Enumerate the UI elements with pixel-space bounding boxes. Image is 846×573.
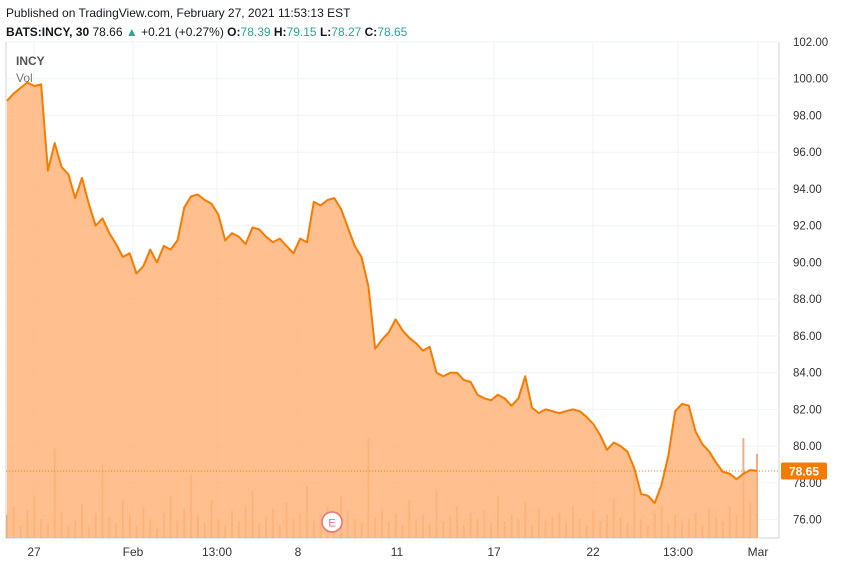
x-tick-label-5: 17	[487, 545, 501, 559]
x-tick-label-7: 13:00	[663, 545, 693, 559]
y-tick-label-7: 90.00	[793, 257, 822, 269]
y-tick-label-5: 86.00	[793, 331, 822, 343]
last-price-badge: 78.65	[781, 462, 827, 480]
y-tick-label-10: 96.00	[793, 147, 822, 159]
ohlc-line: BATS:INCY, 30 78.66 ▲ +0.21 (+0.27%) O:7…	[6, 23, 407, 42]
y-axis: 76.00 78.00 80.00 82.00 84.00 86.00 88.00 90.00…	[793, 37, 828, 527]
x-tick-label-1: Feb	[123, 545, 144, 559]
close-label: C:	[364, 25, 378, 39]
earnings-marker-label: E	[328, 518, 335, 530]
x-axis: 27 Feb 13:00 8 11 17 22 13:00 Mar	[27, 545, 768, 559]
y-tick-label-3: 82.00	[793, 404, 822, 416]
x-tick-label-3: 8	[295, 545, 302, 559]
y-tick-label-9: 94.00	[793, 184, 822, 196]
y-tick-label-13: 102.00	[793, 37, 828, 49]
legend-symbol: INCY	[16, 54, 45, 68]
y-tick-label-6: 88.00	[793, 294, 822, 306]
symbol-label: BATS:INCY, 30	[6, 25, 90, 39]
y-tick-label-8: 92.00	[793, 221, 822, 233]
low-value: 78.27	[331, 25, 362, 39]
earnings-marker-circle[interactable]	[321, 511, 343, 533]
close-value: 78.65	[377, 25, 408, 39]
open-value: 78.39	[240, 25, 271, 39]
up-arrow-icon: ▲	[125, 25, 138, 39]
last-price-badge-text: 78.65	[789, 464, 819, 478]
x-tick-label-8: Mar	[748, 545, 769, 559]
high-label: H:	[273, 25, 287, 39]
low-label: L:	[319, 25, 332, 39]
y-tick-label-1: 78.00	[793, 478, 822, 490]
chart-header: Published on TradingView.com, February 2…	[6, 4, 407, 42]
earnings-marker[interactable]: E	[321, 511, 343, 533]
y-tick-label-0: 76.00	[793, 515, 822, 527]
price-line	[6, 81, 758, 505]
price-change: +0.21 (+0.27%)	[141, 25, 224, 39]
y-tick-label-11: 98.00	[793, 110, 822, 122]
last-price: 78.66	[92, 25, 123, 39]
x-tick-label-0: 27	[27, 545, 41, 559]
y-tick-label-4: 84.00	[793, 368, 822, 380]
x-tick-label-6: 22	[586, 545, 600, 559]
y-tick-label-2: 80.00	[793, 441, 822, 453]
x-tick-label-2: 13:00	[202, 545, 232, 559]
x-tick-label-4: 11	[391, 545, 404, 559]
y-tick-label-12: 100.00	[793, 74, 828, 86]
high-value: 79.15	[286, 25, 317, 39]
legend-volume: Vol	[16, 71, 33, 85]
last-price-badge-bg	[781, 462, 827, 480]
published-line: Published on TradingView.com, February 2…	[6, 6, 351, 20]
open-label: O:	[227, 25, 241, 39]
